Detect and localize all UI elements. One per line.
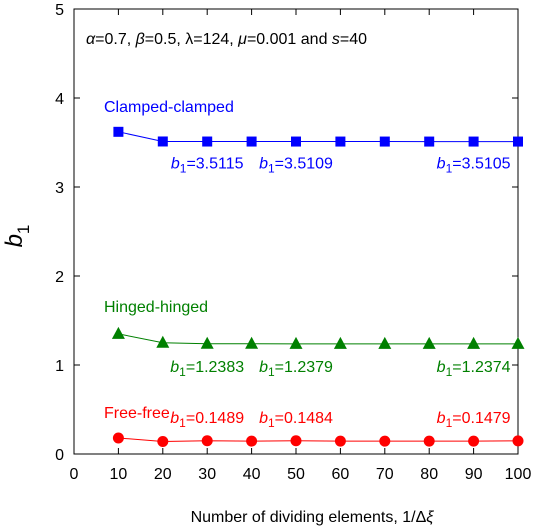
data-point-square <box>335 136 346 147</box>
beta-value: =0.5, <box>145 31 185 48</box>
data-point-circle <box>112 432 124 444</box>
value-annotation: b1=1.2374 <box>437 359 511 379</box>
y-axis-title-main: b <box>1 234 28 247</box>
y-axis-ticks: 0 1 2 3 4 5 <box>55 2 518 464</box>
x-axis-title-symbol: ξ <box>426 509 434 526</box>
data-point-square <box>113 126 124 137</box>
y-axis-title: b1 <box>1 225 33 248</box>
data-point-triangle <box>467 336 481 349</box>
s-value: =40 <box>340 31 367 48</box>
series-square: Clamped-clamped b1=3.5115 b1=3.5109 b1=3.51… <box>104 99 523 176</box>
value-annotation: b1=0.1484 <box>259 410 333 430</box>
data-point-circle <box>334 435 346 447</box>
y-tick-label: 3 <box>55 180 64 197</box>
x-axis-title: Number of dividing elements, 1/Δξ <box>191 509 435 526</box>
y-tick-label: 5 <box>55 2 64 19</box>
series-name-label: Clamped-clamped <box>104 99 234 116</box>
data-point-circle <box>379 435 391 447</box>
x-tick-label: 100 <box>505 466 532 483</box>
series-line <box>118 131 518 143</box>
data-point-triangle <box>422 336 436 349</box>
value-annotation: b1=1.2379 <box>259 359 333 379</box>
data-point-triangle <box>511 336 525 349</box>
x-tick-label: 40 <box>243 466 261 483</box>
x-axis-title-text: Number of dividing elements, 1/Δ <box>191 509 427 526</box>
lambda-symbol: λ <box>185 31 193 48</box>
lambda-value: =124, <box>193 31 238 48</box>
series-name-label: Hinged-hinged <box>104 299 208 316</box>
beta-symbol: β <box>135 31 145 48</box>
s-symbol: s <box>332 31 340 48</box>
x-tick-label: 0 <box>70 466 79 483</box>
y-tick-label: 4 <box>55 91 64 108</box>
value-annotation: b1=3.5105 <box>437 156 511 176</box>
data-point-circle <box>468 435 480 447</box>
value-annotation: b1=3.5115 <box>171 156 244 176</box>
value-annotation: b1=1.2383 <box>170 359 244 379</box>
data-point-square <box>202 136 213 147</box>
series-line <box>118 333 518 345</box>
data-point-triangle <box>245 336 259 349</box>
series-circle: Free-free b1=0.1489 b1=0.1484 b1=0.1479 <box>104 405 524 448</box>
y-tick-label: 1 <box>55 358 64 375</box>
data-point-circle <box>201 435 213 447</box>
data-point-triangle <box>156 335 170 348</box>
mu-value: =0.001 and <box>247 31 332 48</box>
data-point-circle <box>512 435 524 447</box>
series-layer: Clamped-clamped b1=3.5115 b1=3.5109 b1=3.51… <box>104 99 525 448</box>
data-point-square <box>468 136 479 147</box>
y-axis-title-sub: 1 <box>14 225 33 234</box>
x-tick-label: 80 <box>420 466 438 483</box>
data-point-circle <box>157 436 169 448</box>
value-annotation: b1=0.1489 <box>170 410 244 430</box>
data-point-triangle <box>378 336 392 349</box>
data-point-circle <box>246 435 258 447</box>
x-axis-ticks: 0 10 20 30 40 50 60 70 80 90 100 <box>70 9 532 483</box>
data-point-square <box>379 136 390 147</box>
data-point-square <box>424 136 435 147</box>
data-point-square <box>513 136 523 147</box>
data-point-square <box>291 136 301 147</box>
x-tick-label: 70 <box>376 466 394 483</box>
y-tick-label: 2 <box>55 269 64 286</box>
x-tick-label: 60 <box>332 466 350 483</box>
plot-frame <box>73 8 519 455</box>
data-point-circle <box>423 435 435 447</box>
data-point-square <box>246 136 257 147</box>
parameter-text: α=0.7, β=0.5, λ=124, μ=0.001 and s=40 <box>86 31 367 48</box>
data-point-circle <box>290 435 302 447</box>
data-point-triangle <box>111 326 125 339</box>
value-annotation: b1=3.5109 <box>259 156 333 176</box>
x-tick-label: 90 <box>465 466 483 483</box>
value-annotation: b1=0.1479 <box>437 410 511 430</box>
x-tick-label: 20 <box>154 466 172 483</box>
alpha-symbol: α <box>86 31 96 48</box>
x-tick-label: 10 <box>110 466 128 483</box>
data-point-square <box>157 136 168 147</box>
series-line <box>118 437 519 443</box>
series-triangle: Hinged-hinged b1=1.2383 b1=1.2379 b1=1.2374 <box>104 299 525 379</box>
y-tick-label: 0 <box>55 447 64 464</box>
alpha-value: =0.7, <box>95 31 135 48</box>
data-point-triangle <box>200 336 214 349</box>
x-tick-label: 30 <box>198 466 216 483</box>
x-tick-label: 50 <box>287 466 305 483</box>
mu-symbol: μ <box>237 31 247 48</box>
data-point-triangle <box>333 336 347 349</box>
series-name-label: Free-free <box>104 405 170 422</box>
data-point-triangle <box>289 336 303 349</box>
